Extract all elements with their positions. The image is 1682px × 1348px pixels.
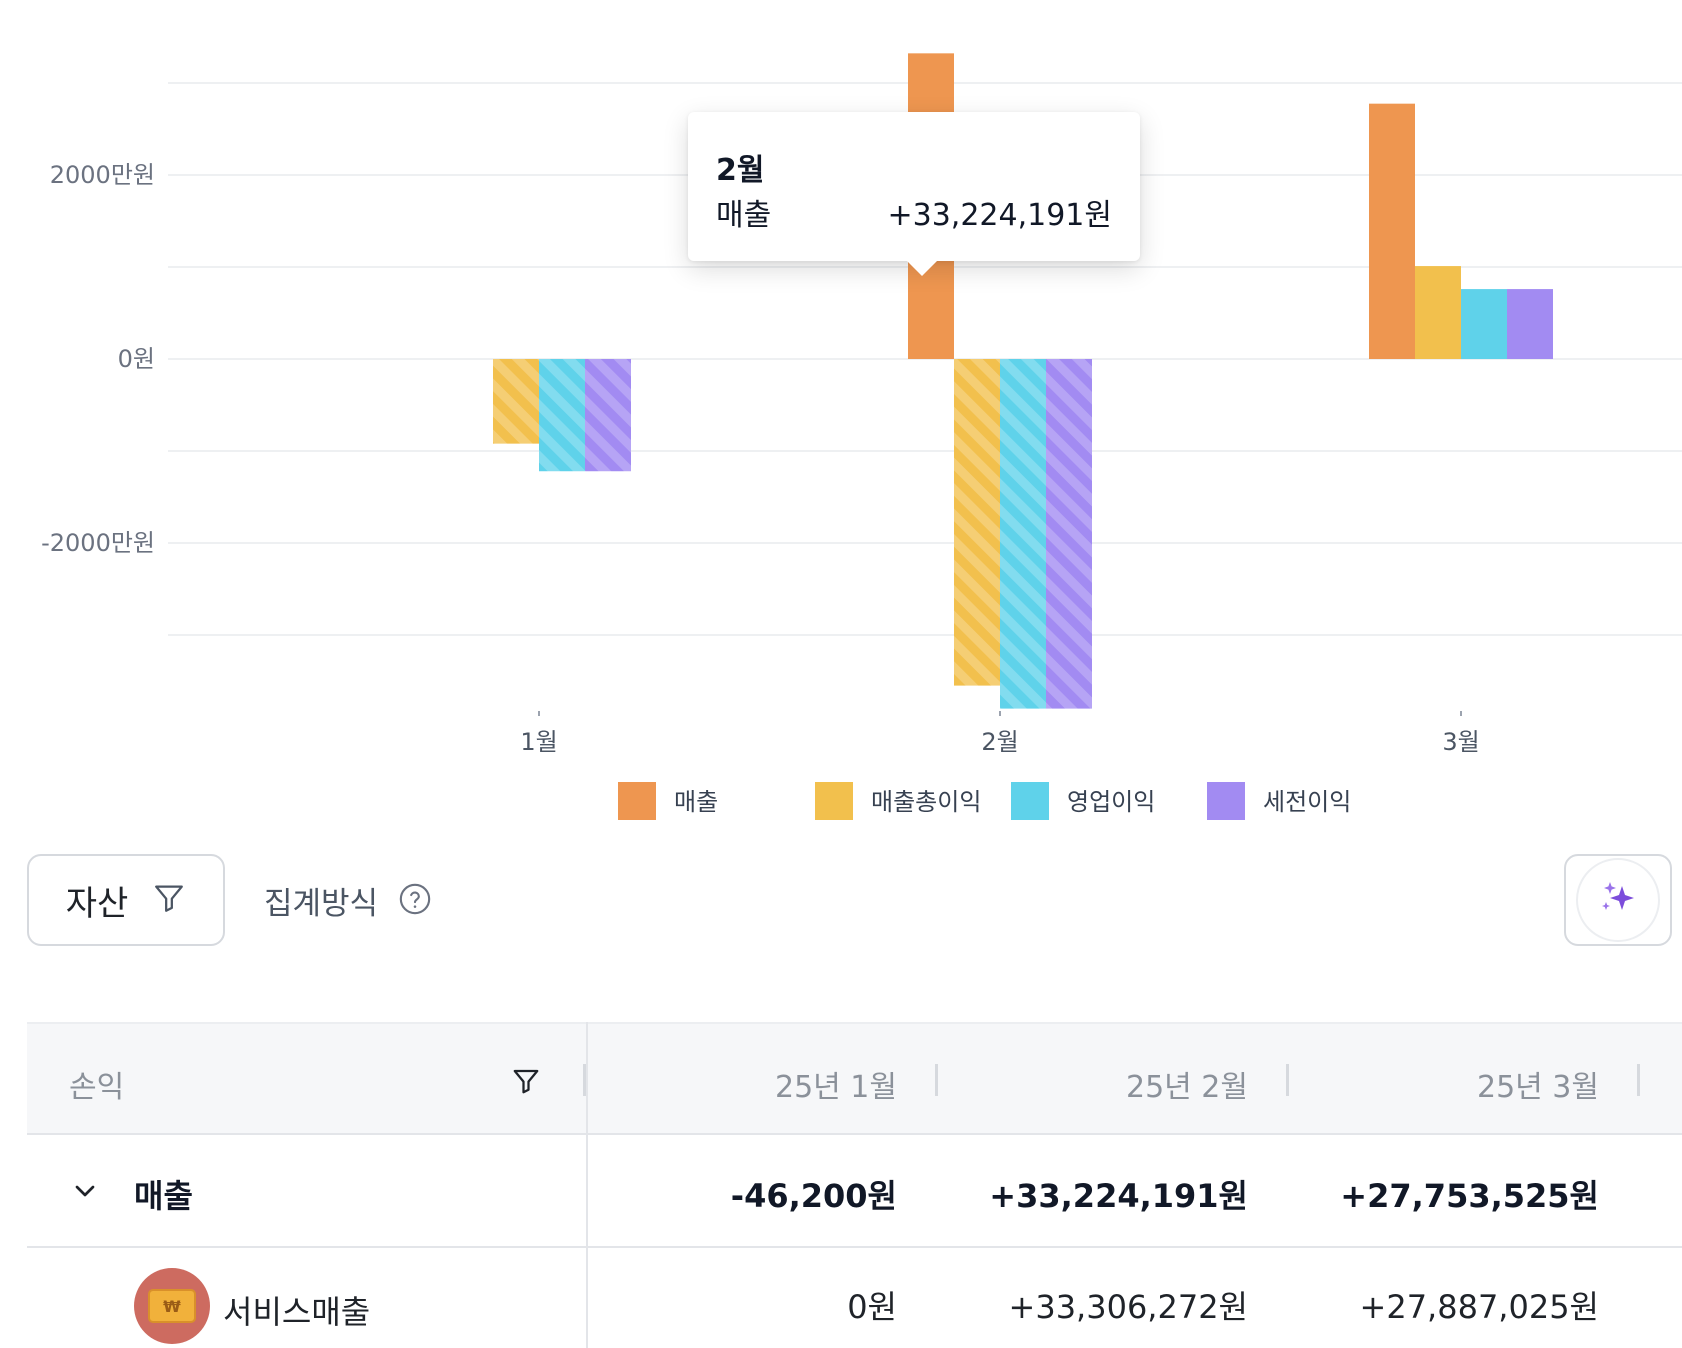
column-divider <box>586 1022 588 1348</box>
cell-value: -46,200원 <box>730 1177 897 1215</box>
column-header-month: 25년 3월 <box>1477 1070 1599 1105</box>
x-tick-label: 1월 <box>520 728 557 756</box>
chevron-down-icon[interactable] <box>69 1175 101 1211</box>
legend-swatch[interactable] <box>1011 782 1049 820</box>
aggregation-label: 집계방식 <box>264 886 379 922</box>
legend-swatch[interactable] <box>815 782 853 820</box>
table-row[interactable]: ₩ 서비스매출 0원 +33,306,272원 +27,887,025원 <box>27 1248 1682 1348</box>
tooltip-label: 매출 <box>716 198 772 233</box>
profit-loss-table: 손익 25년 1월 25년 2월 25년 3월 매출 -46,200원 +33,… <box>27 1022 1682 1348</box>
sparkle-icon <box>1598 878 1638 922</box>
asset-filter-button[interactable]: 자산 <box>27 854 225 946</box>
bar-3-3월[interactable] <box>1461 289 1507 359</box>
bar-2-2월[interactable] <box>954 359 1000 686</box>
aggregation-method[interactable]: 집계방식 <box>264 878 432 923</box>
column-resize-handle[interactable] <box>935 1064 938 1096</box>
ai-button-inner <box>1576 858 1660 942</box>
ai-assistant-button[interactable] <box>1564 854 1672 946</box>
chart-tooltip: 2월 매출 +33,224,191원 <box>688 112 1140 276</box>
y-tick-label: 2000만원 <box>50 161 155 189</box>
row-label: 매출 <box>134 1177 193 1215</box>
bar-3-1월[interactable] <box>539 359 585 472</box>
y-tick-label: 0원 <box>118 345 155 373</box>
column-header-month: 25년 1월 <box>775 1070 897 1105</box>
won-coin-icon: ₩ <box>148 1289 196 1323</box>
bar-4-3월[interactable] <box>1507 289 1553 359</box>
bar-4-2월[interactable] <box>1046 359 1092 709</box>
cell-value: 0원 <box>847 1288 897 1326</box>
legend-label[interactable]: 세전이익 <box>1263 788 1351 816</box>
legend-label[interactable]: 매출 <box>674 788 718 816</box>
column-resize-handle[interactable] <box>1286 1064 1289 1096</box>
bar-2-1월[interactable] <box>493 359 539 444</box>
row-label: 서비스매출 <box>223 1293 371 1331</box>
column-resize-handle[interactable] <box>1637 1064 1640 1096</box>
tooltip-row: 매출 +33,224,191원 <box>716 190 1112 234</box>
x-tick-label: 3월 <box>1442 728 1479 756</box>
cell-value: +33,306,272원 <box>1008 1288 1248 1326</box>
column-header-account: 손익 <box>69 1070 125 1105</box>
table-row[interactable]: 매출 -46,200원 +33,224,191원 +27,753,525원 <box>27 1135 1682 1248</box>
cell-value: +33,224,191원 <box>989 1177 1248 1215</box>
bar-4-1월[interactable] <box>585 359 631 472</box>
legend-swatch[interactable] <box>618 782 656 820</box>
cell-value: +27,887,025원 <box>1359 1288 1599 1326</box>
filter-icon <box>152 881 186 919</box>
column-resize-handle[interactable] <box>583 1064 586 1096</box>
tooltip-title: 2월 <box>716 153 765 188</box>
column-header-month: 25년 2월 <box>1126 1070 1248 1105</box>
legend-label[interactable]: 매출총이익 <box>871 788 981 816</box>
asset-filter-label: 자산 <box>65 883 129 924</box>
service-revenue-avatar: ₩ <box>134 1268 210 1344</box>
table-header: 손익 25년 1월 25년 2월 25년 3월 <box>27 1022 1682 1135</box>
cell-value: +27,753,525원 <box>1340 1177 1599 1215</box>
legend-swatch[interactable] <box>1207 782 1245 820</box>
y-tick-label: -2000만원 <box>41 529 155 557</box>
bar-1-3월[interactable] <box>1369 103 1415 359</box>
bar-2-3월[interactable] <box>1415 266 1461 359</box>
tooltip-value: +33,224,191원 <box>887 198 1112 233</box>
question-circle-icon[interactable] <box>398 882 432 920</box>
x-tick-label: 2월 <box>981 728 1018 756</box>
filter-icon[interactable] <box>511 1066 541 1100</box>
bar-3-2월[interactable] <box>1000 359 1046 709</box>
legend-label[interactable]: 영업이익 <box>1067 788 1155 816</box>
